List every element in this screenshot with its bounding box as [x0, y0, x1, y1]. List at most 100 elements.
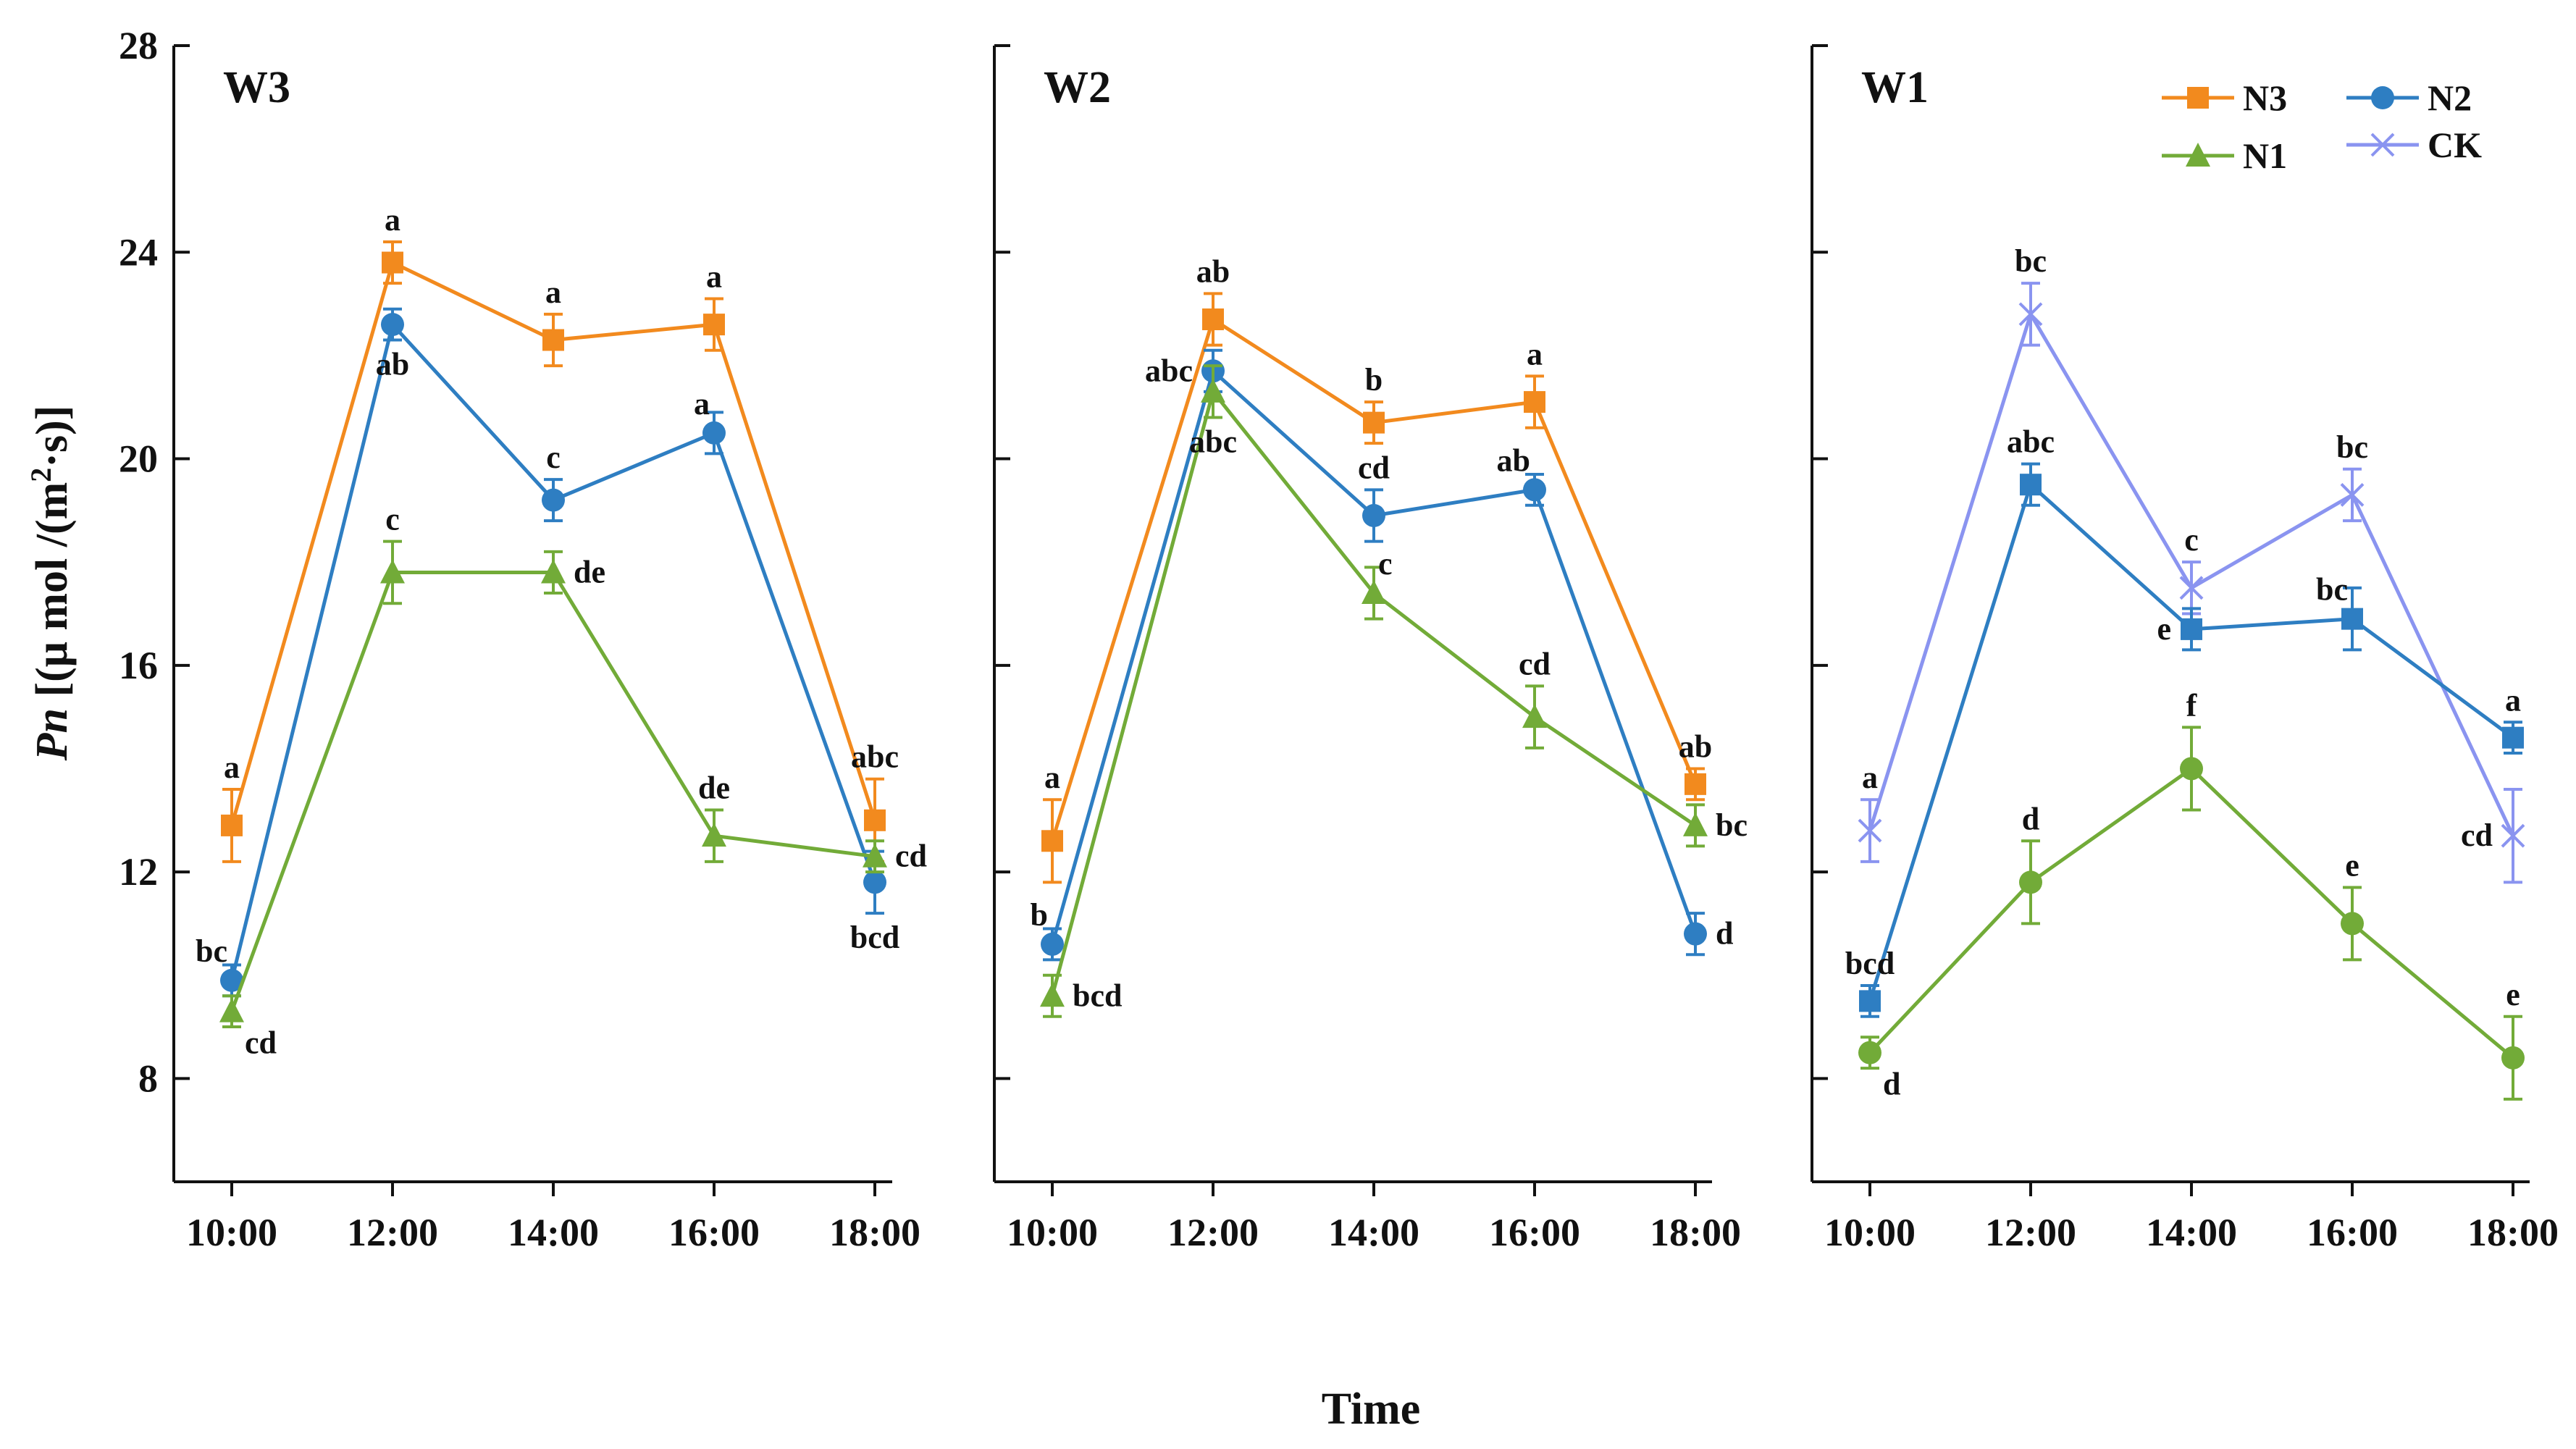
x-tick-label: 16:00: [2307, 1211, 2398, 1254]
data-point: [702, 421, 726, 445]
x-tick-label: 12:00: [1167, 1211, 1259, 1254]
significance-label: e: [2157, 611, 2171, 647]
x-tick-label: 14:00: [2146, 1211, 2237, 1254]
data-point: [2180, 757, 2203, 781]
data-point: [1040, 983, 1065, 1007]
x-tick-label: 14:00: [508, 1211, 599, 1254]
series-line: [1868, 766, 2514, 1059]
significance-label: cd: [895, 839, 927, 874]
data-point: [864, 809, 886, 831]
data-point: [1858, 818, 1882, 843]
significance-label: bcd: [1073, 978, 1122, 1013]
data-point: [1362, 579, 1386, 604]
data-point: [1523, 478, 1546, 502]
series-n1: d d f e e: [1858, 687, 2525, 1102]
data-point: [1683, 812, 1708, 836]
data-point: [1524, 391, 1545, 413]
data-point: [1202, 308, 1224, 330]
significance-label: bcd: [850, 920, 899, 955]
data-point: [541, 559, 566, 584]
significance-label: d: [1883, 1067, 1900, 1102]
data-point: [1522, 704, 1547, 728]
data-point: [1363, 411, 1385, 434]
data-point: [702, 823, 726, 847]
x-tick-label: 16:00: [1489, 1211, 1580, 1254]
data-point: [1201, 378, 1225, 403]
data-point: [2340, 483, 2365, 507]
significance-label: bc: [196, 933, 227, 969]
data-point: [2181, 618, 2202, 640]
legend-label: N3: [2243, 77, 2287, 118]
significance-label: bc: [2336, 429, 2368, 465]
significance-label: cd: [245, 1025, 277, 1061]
significance-label: cd: [1519, 646, 1551, 681]
data-point: [2018, 302, 2043, 327]
y-tick-label: 20: [119, 437, 158, 481]
data-point: [2019, 870, 2042, 894]
legend: N3 N2 N1 CK: [2162, 77, 2482, 176]
significance-label: a: [1527, 336, 1543, 371]
x-tick-label: 12:00: [347, 1211, 438, 1254]
data-point: [1858, 1041, 1881, 1064]
panel-title: W1: [1861, 63, 1929, 112]
y-axis-title-main: [(μ mol /(m: [28, 482, 77, 708]
x-tick-label: 14:00: [1328, 1211, 1419, 1254]
significance-label: ab: [1497, 442, 1530, 478]
data-point: [381, 313, 404, 337]
x-tick-label: 12:00: [1985, 1211, 2076, 1254]
series-n3: a ab b a ab: [1041, 253, 1712, 884]
significance-label: a: [1044, 760, 1060, 795]
significance-label: a: [706, 259, 722, 294]
data-point: [2020, 474, 2042, 496]
legend-marker: [2186, 143, 2210, 167]
significance-label: a: [385, 202, 400, 238]
x-axis-title: Time: [1322, 1385, 1421, 1434]
data-point: [2501, 823, 2525, 848]
significance-label: de: [574, 554, 605, 589]
significance-label: b: [1365, 362, 1383, 398]
significance-label: abc: [1189, 424, 1237, 459]
significance-label: a: [2505, 682, 2521, 718]
significance-label: b: [1031, 897, 1048, 933]
significance-label: abc: [1145, 353, 1193, 388]
y-tick-label: 12: [119, 850, 158, 894]
legend-label: N2: [2428, 77, 2472, 118]
legend-item-n2: N2: [2346, 77, 2472, 118]
significance-label: ab: [1196, 253, 1230, 289]
panel-title: W2: [1044, 63, 1111, 112]
y-tick-label: 16: [119, 644, 158, 687]
x-tick-label: 18:00: [829, 1211, 920, 1254]
x-tick-label: 18:00: [1650, 1211, 1741, 1254]
y-axis-title-superscript: 2: [25, 468, 57, 482]
data-point: [863, 870, 886, 894]
significance-label: ab: [376, 347, 409, 382]
data-point: [220, 968, 243, 992]
data-point: [1685, 773, 1706, 795]
series-line: [230, 320, 877, 981]
significance-label: e: [2506, 977, 2520, 1012]
data-point: [1041, 932, 1064, 956]
significance-label: e: [2345, 847, 2359, 883]
data-point: [1684, 922, 1707, 946]
data-point: [2179, 576, 2204, 600]
data-point: [1041, 830, 1063, 852]
significance-label: bc: [1716, 807, 1748, 843]
x-tick-label: 10:00: [186, 1211, 277, 1254]
significance-label: cd: [1358, 450, 1390, 485]
data-point: [2341, 608, 2363, 630]
series-line: [230, 570, 876, 1012]
significance-label: a: [1862, 760, 1878, 795]
legend-marker: [2371, 86, 2394, 109]
data-point: [542, 329, 564, 351]
significance-label: bc: [2316, 572, 2348, 608]
significance-label: abc: [2007, 424, 2055, 460]
y-axis-title-italic: Pn: [28, 708, 77, 761]
data-point: [2502, 726, 2524, 749]
y-axis-title: Pn [(μ mol /(m2·s)]: [25, 406, 77, 762]
